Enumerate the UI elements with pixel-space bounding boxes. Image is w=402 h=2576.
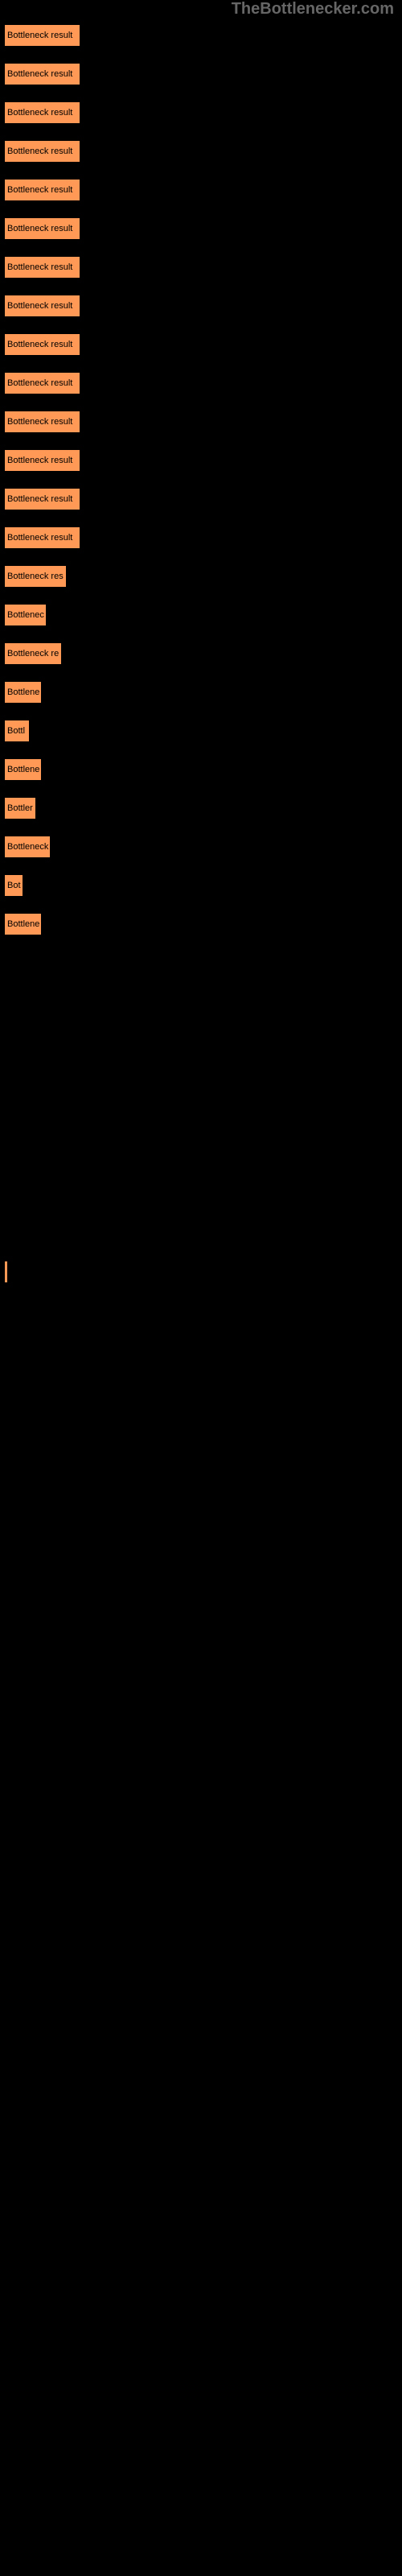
bar: Bot xyxy=(4,874,23,897)
bar-row: Bottleneck result xyxy=(4,480,402,518)
bar-row: Bottleneck result xyxy=(4,55,402,93)
bar: Bottl xyxy=(4,720,30,742)
bar: Bottleneck result xyxy=(4,101,80,124)
bar-row: Bottleneck result xyxy=(4,441,402,480)
bar-row xyxy=(4,1137,402,1175)
bar: Bottleneck result xyxy=(4,179,80,201)
bar-row xyxy=(4,982,402,1021)
bar: Bottlene xyxy=(4,913,42,935)
bar-row: Bottleneck result xyxy=(4,287,402,325)
bar: Bottler xyxy=(4,797,36,819)
bar-row: Bottleneck result xyxy=(4,402,402,441)
bar-row xyxy=(4,1214,402,1253)
bar: Bottleneck result xyxy=(4,295,80,317)
bar: Bottlene xyxy=(4,758,42,781)
bar: Bottleneck result xyxy=(4,217,80,240)
bar-row xyxy=(4,1021,402,1059)
bar-row: Bottleneck result xyxy=(4,248,402,287)
bar: Bottleneck result xyxy=(4,372,80,394)
bar xyxy=(4,1261,8,1283)
bar-row: Bottlene xyxy=(4,750,402,789)
bar-row: Bottleneck result xyxy=(4,132,402,171)
bar-row: Bottleneck result xyxy=(4,518,402,557)
bar-row: Bottleneck result xyxy=(4,16,402,55)
bar-row xyxy=(4,1098,402,1137)
bar-row: Bottleneck result xyxy=(4,209,402,248)
bar-row: Bottlene xyxy=(4,673,402,712)
bar-row: Bottlenec xyxy=(4,596,402,634)
bar-row: Bottleneck xyxy=(4,828,402,866)
bar: Bottleneck result xyxy=(4,140,80,163)
bar-row xyxy=(4,1175,402,1214)
bar: Bottleneck result xyxy=(4,24,80,47)
bar-row xyxy=(4,1253,402,1291)
bar-row xyxy=(4,943,402,982)
bar-row: Bot xyxy=(4,866,402,905)
bar: Bottleneck result xyxy=(4,488,80,510)
bar-row xyxy=(4,1059,402,1098)
bar: Bottleneck result xyxy=(4,63,80,85)
chart-container: Bottleneck result Bottleneck result Bottle… xyxy=(0,0,402,1291)
bar: Bottleneck result xyxy=(4,449,80,472)
bar-row: Bottleneck res xyxy=(4,557,402,596)
bar: Bottlene xyxy=(4,681,42,704)
bar: Bottlenec xyxy=(4,604,47,626)
bar: Bottleneck result xyxy=(4,333,80,356)
bar: Bottleneck result xyxy=(4,526,80,549)
bar-row: Bottlene xyxy=(4,905,402,943)
bar-row: Bottler xyxy=(4,789,402,828)
bar-row: Bottleneck result xyxy=(4,364,402,402)
bar: Bottleneck xyxy=(4,836,51,858)
bar-row: Bottleneck result xyxy=(4,93,402,132)
bar: Bottleneck result xyxy=(4,411,80,433)
bar-row: Bottl xyxy=(4,712,402,750)
bar-row: Bottleneck result xyxy=(4,171,402,209)
bar-row: Bottleneck re xyxy=(4,634,402,673)
bar-row: Bottleneck result xyxy=(4,325,402,364)
bar: Bottleneck re xyxy=(4,642,62,665)
bar: Bottleneck result xyxy=(4,256,80,279)
bar: Bottleneck res xyxy=(4,565,67,588)
